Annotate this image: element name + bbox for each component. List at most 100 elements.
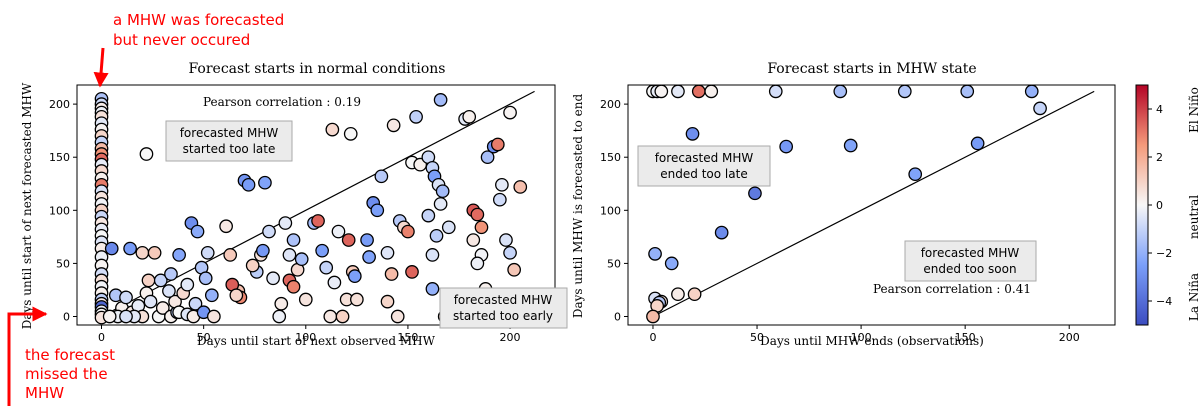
- scatter-point: [188, 296, 203, 311]
- scatter-point: [462, 110, 477, 124]
- scatter-point: [908, 167, 923, 182]
- scatter-point: [897, 84, 912, 99]
- scatter-point: [311, 214, 325, 228]
- colorbar-label-neutral: neutral: [1187, 195, 1201, 239]
- scatter-point: [327, 275, 342, 290]
- box-too-late-line2: started too late: [183, 142, 276, 156]
- scatter-point: [360, 233, 374, 247]
- scatter-point: [335, 309, 350, 324]
- scatter-point: [258, 175, 272, 190]
- x-tick-label: 100: [295, 331, 316, 344]
- scatter-point: [425, 248, 440, 262]
- diagonal-line: [652, 90, 1095, 318]
- panel1-y-ticks: 0 50 100 150 200: [49, 98, 77, 324]
- scatter-point: [495, 177, 509, 192]
- missed-line2: missed the: [25, 365, 108, 383]
- panel2-pearson: Pearson correlation : 0.41: [873, 282, 1031, 296]
- scatter-point: [207, 309, 221, 324]
- scatter-point: [507, 262, 521, 277]
- panel2-frame: [627, 84, 1116, 326]
- scatter-point: [143, 294, 158, 309]
- scatter-point: [147, 245, 162, 260]
- x-tick-label: 50: [750, 331, 764, 344]
- box-ended-soon-line1: forecasted MHW: [921, 246, 1020, 260]
- scatter-point: [425, 282, 440, 296]
- y-tick-label: 0: [614, 311, 621, 324]
- x-tick-label: 200: [1059, 331, 1080, 344]
- scatter-point: [480, 150, 495, 165]
- scatter-point: [490, 137, 505, 152]
- colorbar: −4 −2 0 2 4 El Niño neutral La Niña: [1135, 84, 1201, 326]
- y-tick-label: 150: [600, 151, 621, 164]
- panel1-pearson: Pearson correlation : 0.19: [203, 95, 361, 109]
- scatter-point: [960, 84, 975, 99]
- colorbar-tick-label: 0: [1156, 199, 1163, 212]
- scatter-point: [671, 84, 685, 99]
- x-tick-label: 200: [500, 331, 521, 344]
- colorbar-label-el-nino: El Niño: [1187, 87, 1201, 133]
- scatter-point: [286, 279, 301, 294]
- scatter-point: [492, 192, 507, 207]
- panel1-box-too-early: forecasted MHW started too early: [439, 287, 568, 329]
- scatter-point: [256, 243, 270, 258]
- scatter-point: [102, 309, 117, 324]
- panel2-plot-area: [646, 84, 1095, 324]
- scatter-point: [245, 258, 260, 273]
- scatter-point: [323, 309, 338, 324]
- scatter-point: [499, 233, 513, 247]
- panel1-frame: [76, 84, 556, 326]
- never-occurred-line1: a MHW was forecasted: [113, 11, 284, 29]
- panel1-title: Forecast starts in normal conditions: [188, 61, 445, 77]
- scatter-point: [135, 245, 150, 260]
- scatter-point: [687, 287, 702, 302]
- scatter-point: [691, 84, 706, 99]
- scatter-point: [671, 287, 685, 302]
- scatter-point: [141, 273, 156, 288]
- scatter-point: [262, 224, 276, 239]
- scatter-point: [386, 118, 401, 133]
- scatter-point: [466, 233, 481, 247]
- scatter-point: [768, 84, 783, 99]
- panel1-ylabel: Days until start of next forecasted MHW: [20, 82, 34, 329]
- scatter-point: [714, 225, 729, 240]
- y-tick-label: 150: [49, 151, 70, 164]
- scatter-point: [286, 233, 301, 247]
- scatter-point: [272, 309, 287, 324]
- annotation-never-occurred: a MHW was forecasted but never occured: [93, 11, 284, 88]
- scatter-point: [380, 245, 395, 260]
- scatter-point: [435, 184, 450, 199]
- scatter-point: [646, 309, 660, 324]
- scatter-point: [343, 126, 358, 141]
- scatter-point: [390, 309, 405, 324]
- panel2-x-ticks: 0 50 100 150 200: [649, 325, 1080, 344]
- scatter-point: [331, 224, 346, 239]
- scatter-point: [298, 292, 313, 307]
- colorbar-gradient: [1135, 84, 1149, 326]
- x-tick-label: 50: [197, 331, 211, 344]
- scatter-point: [119, 290, 133, 305]
- y-tick-label: 100: [49, 204, 70, 217]
- scatter-point: [374, 169, 389, 184]
- scatter-point: [503, 245, 517, 260]
- scatter-point: [104, 241, 119, 256]
- scatter-point: [664, 256, 679, 271]
- scatter-point: [204, 288, 219, 303]
- colorbar-label-la-nina: La Niña: [1187, 273, 1201, 321]
- scatter-point: [319, 260, 334, 275]
- scatter-point: [470, 256, 485, 271]
- scatter-point: [654, 84, 669, 99]
- scatter-point: [180, 277, 195, 292]
- scatter-point: [315, 243, 329, 258]
- y-tick-label: 0: [63, 311, 70, 324]
- box-ended-late-line2: ended too late: [660, 167, 747, 181]
- scatter-point: [401, 224, 415, 239]
- scatter-point: [223, 248, 238, 262]
- annotation-missed: the forecast missed the MHW: [7, 306, 115, 406]
- never-occurred-line2: but never occured: [113, 31, 250, 49]
- scatter-point: [282, 248, 297, 262]
- scatter-point: [219, 219, 233, 234]
- y-tick-label: 200: [49, 98, 70, 111]
- y-tick-label: 100: [600, 204, 621, 217]
- panel2-ylabel: Days until MHW is forecasted to end: [571, 94, 585, 319]
- panel2-y-ticks: 0 50 100 150 200: [600, 98, 628, 324]
